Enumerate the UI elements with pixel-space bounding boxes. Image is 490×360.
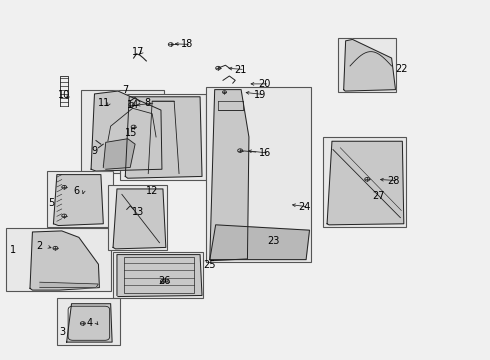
Text: 22: 22 (395, 64, 408, 74)
Text: 20: 20 (259, 79, 271, 89)
Bar (113, 252, 203, 298)
Text: 6: 6 (73, 186, 79, 196)
Text: 17: 17 (132, 46, 144, 57)
Text: 25: 25 (203, 260, 216, 270)
Polygon shape (343, 40, 395, 91)
Bar (338, 39, 396, 92)
Bar (57, 298, 121, 345)
Text: 3: 3 (59, 327, 66, 337)
Polygon shape (210, 90, 249, 261)
Text: 14: 14 (127, 100, 139, 110)
Text: 4: 4 (86, 319, 92, 328)
Text: 27: 27 (372, 191, 385, 201)
Text: 8: 8 (145, 98, 151, 108)
Text: 24: 24 (298, 202, 310, 212)
Text: 15: 15 (125, 129, 138, 138)
Polygon shape (40, 282, 98, 288)
Bar (81, 90, 164, 173)
Polygon shape (91, 91, 162, 171)
Text: 23: 23 (267, 236, 279, 246)
Bar (124, 257, 194, 293)
Bar (121, 94, 206, 180)
Polygon shape (113, 189, 166, 249)
Polygon shape (125, 97, 202, 178)
Text: 11: 11 (98, 98, 111, 108)
Bar (323, 137, 406, 226)
Bar (47, 171, 113, 226)
Bar (108, 185, 167, 250)
Text: 28: 28 (388, 176, 400, 186)
Text: 10: 10 (58, 90, 71, 100)
Text: 13: 13 (132, 207, 144, 217)
Text: 5: 5 (49, 198, 55, 208)
Polygon shape (103, 139, 135, 169)
Text: 18: 18 (180, 40, 193, 49)
Polygon shape (117, 255, 202, 297)
Text: 2: 2 (36, 241, 42, 251)
Text: 1: 1 (9, 245, 16, 255)
Polygon shape (327, 141, 404, 225)
Text: 16: 16 (259, 148, 271, 158)
Text: 19: 19 (254, 90, 266, 100)
Polygon shape (67, 304, 112, 342)
Text: 7: 7 (122, 85, 128, 95)
Text: 26: 26 (158, 276, 171, 286)
Bar (5, 228, 111, 291)
Polygon shape (210, 225, 310, 260)
Bar (206, 87, 311, 262)
Text: 21: 21 (234, 64, 246, 75)
Polygon shape (30, 231, 99, 290)
Polygon shape (53, 175, 103, 226)
Text: 12: 12 (147, 186, 159, 197)
Text: 9: 9 (91, 145, 97, 156)
